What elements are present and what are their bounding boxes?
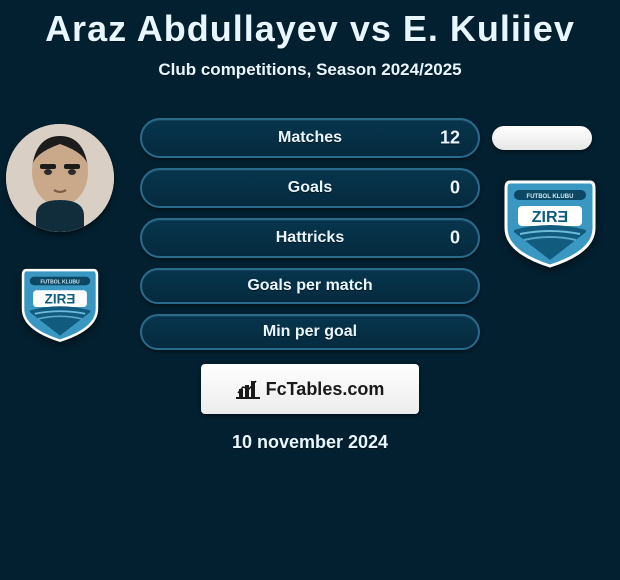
stat-row-goals: Goals 0 <box>140 168 480 208</box>
stat-value: 0 <box>450 178 460 199</box>
stat-value: 0 <box>450 228 460 249</box>
stat-row-hattricks: Hattricks 0 <box>140 218 480 258</box>
stat-row-gpm: Goals per match <box>140 268 480 304</box>
brand-box: FcTables.com <box>201 364 419 414</box>
stat-label: Hattricks <box>142 229 478 247</box>
stat-label: Matches <box>142 129 478 147</box>
date-text: 10 november 2024 <box>0 432 620 453</box>
stats-container: Matches 12 Goals 0 Hattricks 0 Goals per… <box>0 118 620 453</box>
chart-icon <box>236 379 260 399</box>
stat-row-matches: Matches 12 <box>140 118 480 158</box>
subtitle: Club competitions, Season 2024/2025 <box>0 60 620 80</box>
stat-label: Goals per match <box>142 277 478 295</box>
stat-label: Goals <box>142 179 478 197</box>
page-title: Araz Abdullayev vs E. Kuliiev <box>0 0 620 50</box>
stat-row-mpg: Min per goal <box>140 314 480 350</box>
brand-text: FcTables.com <box>266 379 385 400</box>
stat-value: 12 <box>440 128 460 149</box>
stat-label: Min per goal <box>142 323 478 341</box>
